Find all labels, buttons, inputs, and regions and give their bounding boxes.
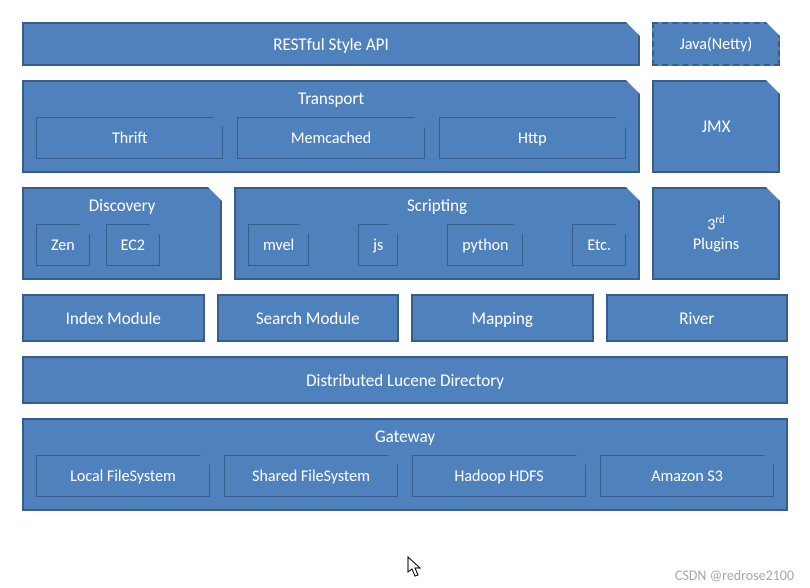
jmx-box: JMX (652, 80, 780, 173)
transport-box: Transport Thrift Memcached Http (22, 80, 640, 173)
lucene-directory-label: Distributed Lucene Directory (306, 370, 504, 391)
java-netty-box: Java(Netty) (652, 22, 780, 66)
js-box: js (358, 224, 398, 266)
scripting-box: Scripting mvel js python Etc. (234, 187, 640, 280)
mvel-box: mvel (248, 224, 309, 266)
mapping-box: Mapping (411, 294, 594, 342)
gateway-title: Gateway (375, 420, 435, 455)
plugins-box: 3rd Plugins (652, 187, 780, 280)
shared-fs-box: Shared FileSystem (224, 455, 398, 497)
local-fs-label: Local FileSystem (70, 467, 176, 486)
memcached-box: Memcached (237, 117, 424, 159)
jmx-label: JMX (702, 116, 731, 137)
js-label: js (373, 236, 383, 255)
amazon-s3-box: Amazon S3 (600, 455, 774, 497)
transport-title: Transport (298, 82, 364, 117)
search-module-label: Search Module (256, 308, 360, 329)
python-box: python (447, 224, 523, 266)
memcached-label: Memcached (291, 129, 371, 148)
mapping-label: Mapping (472, 308, 533, 329)
discovery-title: Discovery (89, 189, 156, 224)
zen-box: Zen (36, 224, 90, 266)
etc-label: Etc. (587, 236, 611, 255)
mvel-label: mvel (263, 236, 294, 255)
plugins-label-top: 3rd (707, 213, 725, 234)
plugins-label-bottom: Plugins (693, 235, 739, 254)
amazon-s3-label: Amazon S3 (651, 467, 723, 486)
shared-fs-label: Shared FileSystem (252, 467, 370, 486)
hadoop-label: Hadoop HDFS (454, 467, 543, 486)
java-netty-label: Java(Netty) (680, 35, 752, 54)
lucene-directory-box: Distributed Lucene Directory (22, 356, 788, 404)
cursor-icon (407, 556, 423, 578)
attribution-text: CSDN @redrose2100 (675, 567, 794, 584)
http-box: Http (439, 117, 626, 159)
river-box: River (606, 294, 789, 342)
river-label: River (679, 308, 714, 329)
gateway-box: Gateway Local FileSystem Shared FileSyst… (22, 418, 788, 511)
restful-api-label: RESTful Style API (273, 34, 389, 55)
thrift-box: Thrift (36, 117, 223, 159)
local-fs-box: Local FileSystem (36, 455, 210, 497)
scripting-title: Scripting (407, 189, 467, 224)
discovery-box: Discovery Zen EC2 (22, 187, 222, 280)
index-module-label: Index Module (66, 308, 161, 329)
http-label: Http (518, 129, 547, 148)
ec2-label: EC2 (121, 236, 145, 255)
hadoop-box: Hadoop HDFS (412, 455, 586, 497)
thrift-label: Thrift (112, 129, 147, 148)
python-label: python (462, 236, 508, 255)
ec2-box: EC2 (106, 224, 160, 266)
index-module-box: Index Module (22, 294, 205, 342)
etc-box: Etc. (572, 224, 626, 266)
zen-label: Zen (51, 236, 75, 255)
restful-api-box: RESTful Style API (22, 22, 640, 66)
search-module-box: Search Module (217, 294, 400, 342)
